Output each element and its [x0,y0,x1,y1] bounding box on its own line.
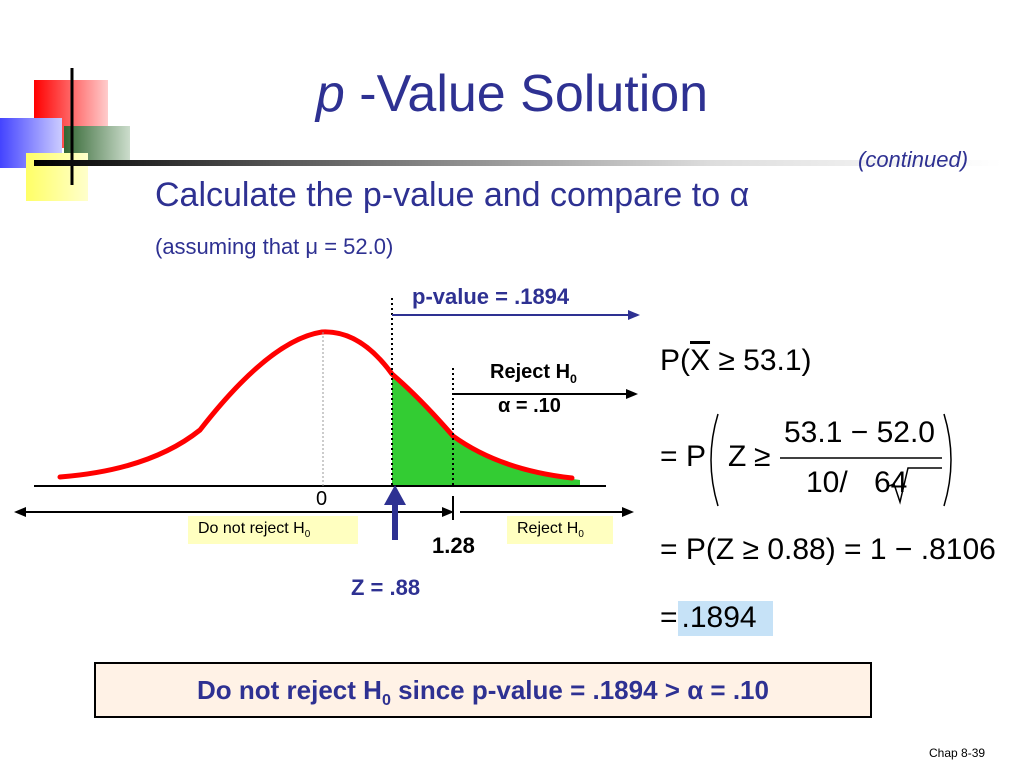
title-p: p [315,65,345,123]
reject-label-text: Reject H [490,361,571,383]
pvalue-result: .1894 [677,601,773,636]
equation-line-1: P(X ≥ 53.1) [660,344,812,378]
conclusion-b: since p-value = .1894 > [390,675,688,705]
assumption-note: (assuming that μ = 52.0) [155,234,394,259]
conclusion-c: = .10 [703,675,769,705]
do-not-reject-text: Do not reject H [198,520,305,537]
title-main: -Value Solution [344,65,709,123]
conclusion-box: Do not reject H0 since p-value = .1894 >… [94,662,872,718]
reject-arrowhead [626,389,638,399]
do-not-reject-arrowhead-left [14,507,26,517]
eq2-den-b: 64 [874,466,908,499]
alpha-symbol: α [729,176,750,214]
pvalue-arrowhead [628,310,640,320]
conclusion-sub: 0 [381,691,391,710]
heading-text: Calculate the p-value and compare to [155,176,721,214]
reject-label-sub: 0 [570,372,577,386]
do-not-reject-arrowhead-right [442,507,454,517]
eq2-eq: = [660,440,678,473]
do-not-reject-box: Do not reject H0 [188,516,358,545]
equation-line-2: = P Z ≥ 53.1 − 52.0 10/ 64 [660,410,960,510]
z-arrowhead [384,485,406,505]
normal-curve [57,329,575,481]
reject-box-text: Reject H [517,520,579,537]
zero-label: 0 [316,488,328,510]
alpha-label: α = .10 [498,395,561,417]
section-heading: Calculate the p-value and compare to α [155,176,749,215]
normal-curve-diagram [14,298,640,540]
eq4-eq: = [660,601,678,634]
eq2-z: Z [728,440,747,473]
reject-box-sub: 0 [578,529,584,541]
eq2-parens [710,413,952,507]
eq2-ge: ≥ [754,440,771,473]
pvalue-label: p-value = .1894 [412,284,570,309]
reject-label: Reject H0 [490,361,577,386]
critical-value-label: 1.28 [432,533,475,558]
eq1-ge: ≥ [718,344,735,377]
title-rule [34,160,1002,166]
conclusion-alpha: α [687,675,704,705]
equation-line-3: = P(Z ≥ 0.88) = 1 − .8106 [660,533,996,566]
page-title: p -Value Solution [0,68,1024,120]
conclusion-a: Do not reject H [197,675,382,705]
eq2-p: P [686,440,707,473]
reject-box: Reject H0 [507,516,613,545]
eq1-val: 53.1) [743,344,812,377]
eq2-numerator: 53.1 − 52.0 [784,416,935,449]
continued-note: (continued) [858,147,969,172]
z-value-label: Z = .88 [351,575,421,600]
eq1-xbar: X [690,344,711,377]
equation-line-4: = .1894 [660,601,773,636]
eq2-den-a: 10/ [806,466,848,499]
eq1-p: P( [660,344,690,377]
slide-footer: Chap 8-39 [929,746,986,760]
pvalue-region [392,374,580,485]
do-not-reject-sub: 0 [304,529,311,541]
reject-region-arrowhead [622,507,634,517]
